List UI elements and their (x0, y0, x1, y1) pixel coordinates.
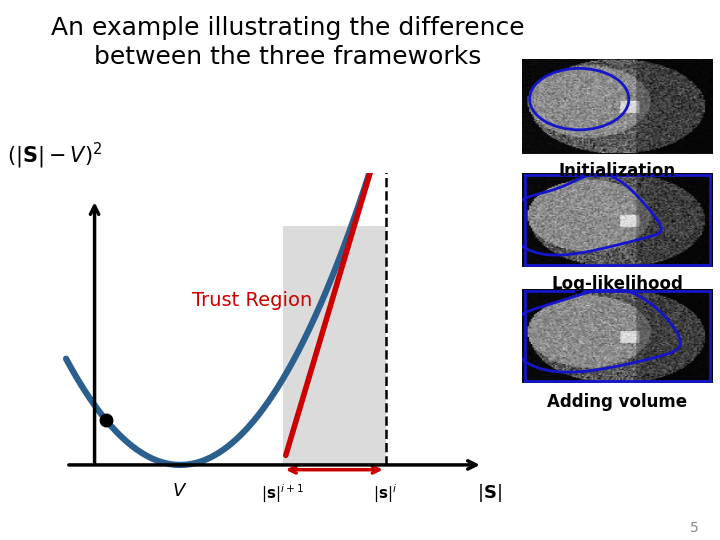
Text: 5: 5 (690, 521, 698, 535)
Text: Trust Region: Trust Region (192, 291, 312, 310)
Text: $|\mathbf{s}|^{i+1}$: $|\mathbf{s}|^{i+1}$ (261, 482, 305, 505)
Text: Adding volume: Adding volume (547, 393, 688, 411)
Text: $V$: $V$ (173, 482, 188, 500)
Text: Initialization: Initialization (559, 162, 676, 180)
Bar (283, 226, 386, 465)
Text: $(|\mathbf{S}| - V)^2$: $(|\mathbf{S}| - V)^2$ (7, 140, 102, 171)
Text: $|\mathbf{s}|^{i}$: $|\mathbf{s}|^{i}$ (374, 482, 398, 505)
Text: $|\mathbf{S}|$: $|\mathbf{S}|$ (477, 482, 502, 504)
Text: An example illustrating the difference
between the three frameworks: An example illustrating the difference b… (51, 16, 525, 69)
Text: Log-likelihood: Log-likelihood (552, 275, 683, 293)
